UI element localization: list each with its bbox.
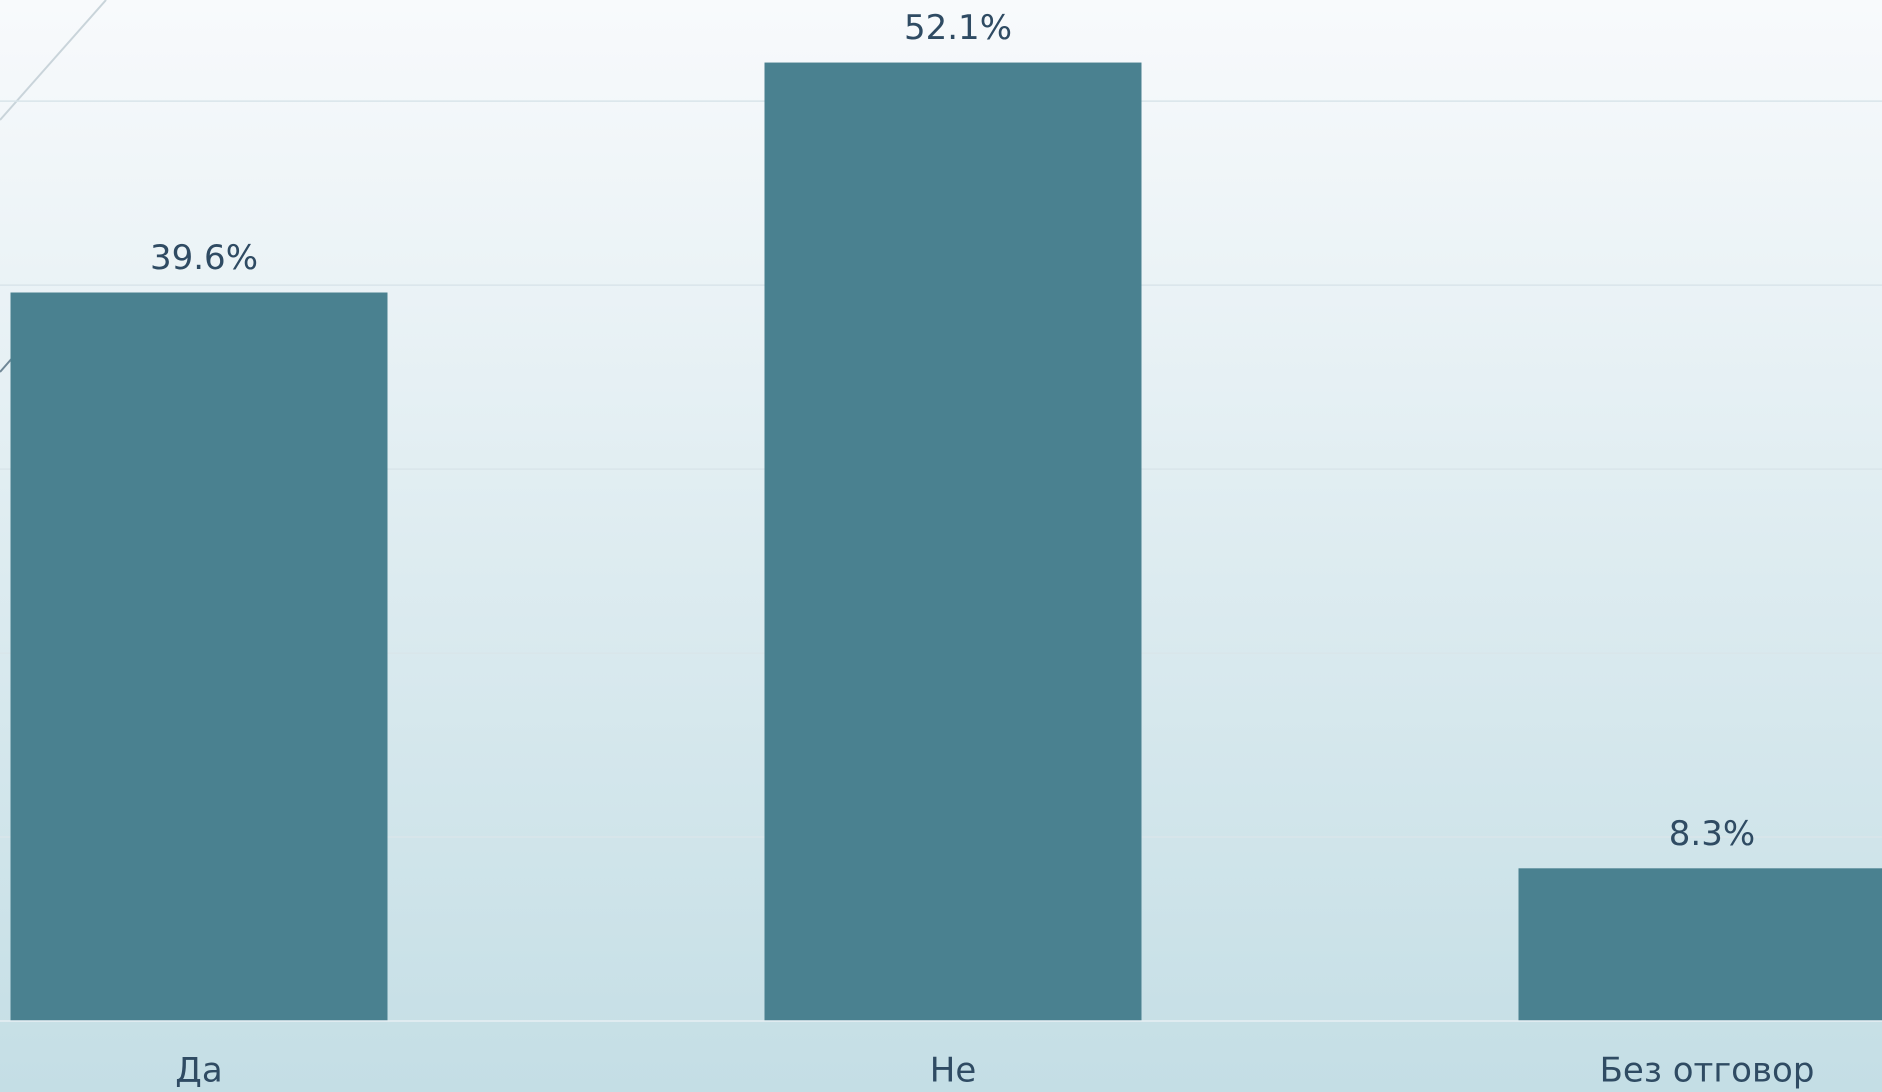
- x-tick-label: Без отговор: [1600, 1051, 1815, 1091]
- data-label: 8.3%: [1669, 814, 1755, 854]
- x-tick-label: Да: [175, 1051, 222, 1091]
- plot: 39.6% Да 52.1% Не 8.3% Без отговор: [0, 8, 1882, 1091]
- data-label: 39.6%: [150, 238, 258, 278]
- decor-line: [0, 0, 107, 121]
- x-tick-label: Не: [930, 1051, 976, 1091]
- bar: [764, 62, 1142, 1022]
- data-label: 52.1%: [904, 8, 1012, 48]
- bar: [10, 292, 388, 1022]
- bar: [1518, 868, 1882, 1021]
